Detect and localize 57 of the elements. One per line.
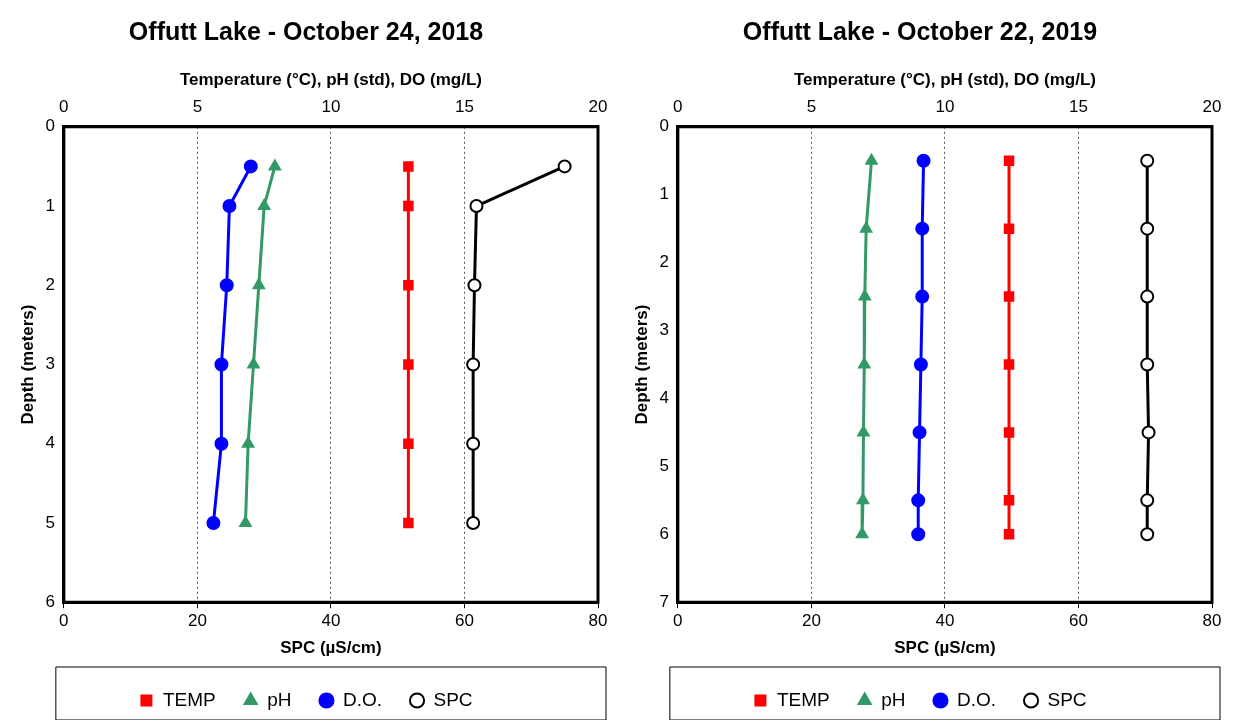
y-tick-label: 1	[659, 184, 669, 204]
legend-label: D.O.	[342, 688, 383, 710]
y-axis-title: Depth (meters)	[631, 304, 651, 425]
y-tick-label: 5	[45, 512, 55, 532]
legend-label: pH	[881, 688, 906, 710]
x2-axis-title: Temperature (°C), pH (std), DO (mg/L)	[179, 69, 482, 89]
y-tick-label: 2	[45, 274, 55, 294]
y-tick-label: 2	[659, 252, 669, 272]
legend-label: SPC	[433, 688, 473, 710]
x-axis-title: SPC (µS/cm)	[280, 638, 382, 658]
y-tick-label: 7	[659, 591, 669, 611]
point	[469, 199, 484, 214]
point	[467, 278, 482, 293]
y-tick-label: 5	[659, 456, 669, 476]
legend-label: pH	[267, 688, 292, 710]
x-tick-label: 80	[1202, 611, 1222, 631]
point	[466, 357, 481, 372]
x2-tick-label: 15	[455, 97, 474, 117]
point	[466, 436, 481, 451]
x2-tick-label: 0	[673, 97, 683, 117]
x-tick-label: 0	[673, 611, 683, 631]
x2-tick-label: 10	[935, 97, 955, 117]
y-tick-label: 4	[659, 388, 669, 408]
x2-tick-label: 20	[1202, 97, 1222, 117]
legend-label: TEMP	[162, 688, 216, 710]
legend-label: D.O.	[956, 688, 997, 710]
x2-tick-label: 15	[1069, 97, 1088, 117]
x-tick-label: 40	[321, 611, 341, 631]
x2-tick-label: 0	[59, 97, 69, 117]
y-tick-label: 3	[45, 354, 55, 374]
x-tick-label: 40	[935, 611, 955, 631]
x-tick-label: 0	[59, 611, 69, 631]
x2-axis-title: Temperature (°C), pH (std), DO (mg/L)	[793, 69, 1096, 89]
y-tick-label: 1	[45, 195, 55, 215]
y-tick-label: 0	[659, 116, 669, 136]
legend-label: TEMP	[776, 688, 830, 710]
legend-label: SPC	[1047, 688, 1087, 710]
chart-title: Offutt Lake - October 24, 2018	[128, 16, 484, 45]
y-tick-label: 0	[45, 116, 55, 136]
x2-tick-label: 10	[321, 97, 341, 117]
x2-tick-label: 5	[806, 97, 817, 117]
x2-tick-label: 20	[588, 97, 608, 117]
y-tick-label: 6	[659, 523, 669, 543]
x-tick-label: 20	[801, 611, 821, 631]
x2-tick-label: 5	[192, 97, 203, 117]
chart-title: Offutt Lake - October 22, 2019	[742, 16, 1098, 45]
x-tick-label: 60	[1069, 611, 1088, 631]
x-tick-label: 80	[588, 611, 608, 631]
y-tick-label: 3	[659, 320, 669, 340]
y-tick-label: 6	[45, 591, 55, 611]
x-tick-label: 60	[455, 611, 474, 631]
x-axis-title: SPC (µS/cm)	[894, 638, 996, 658]
x-tick-label: 20	[187, 611, 207, 631]
point	[466, 515, 481, 530]
y-tick-label: 4	[45, 433, 55, 453]
y-axis-title: Depth (meters)	[17, 304, 37, 425]
point	[557, 159, 572, 174]
